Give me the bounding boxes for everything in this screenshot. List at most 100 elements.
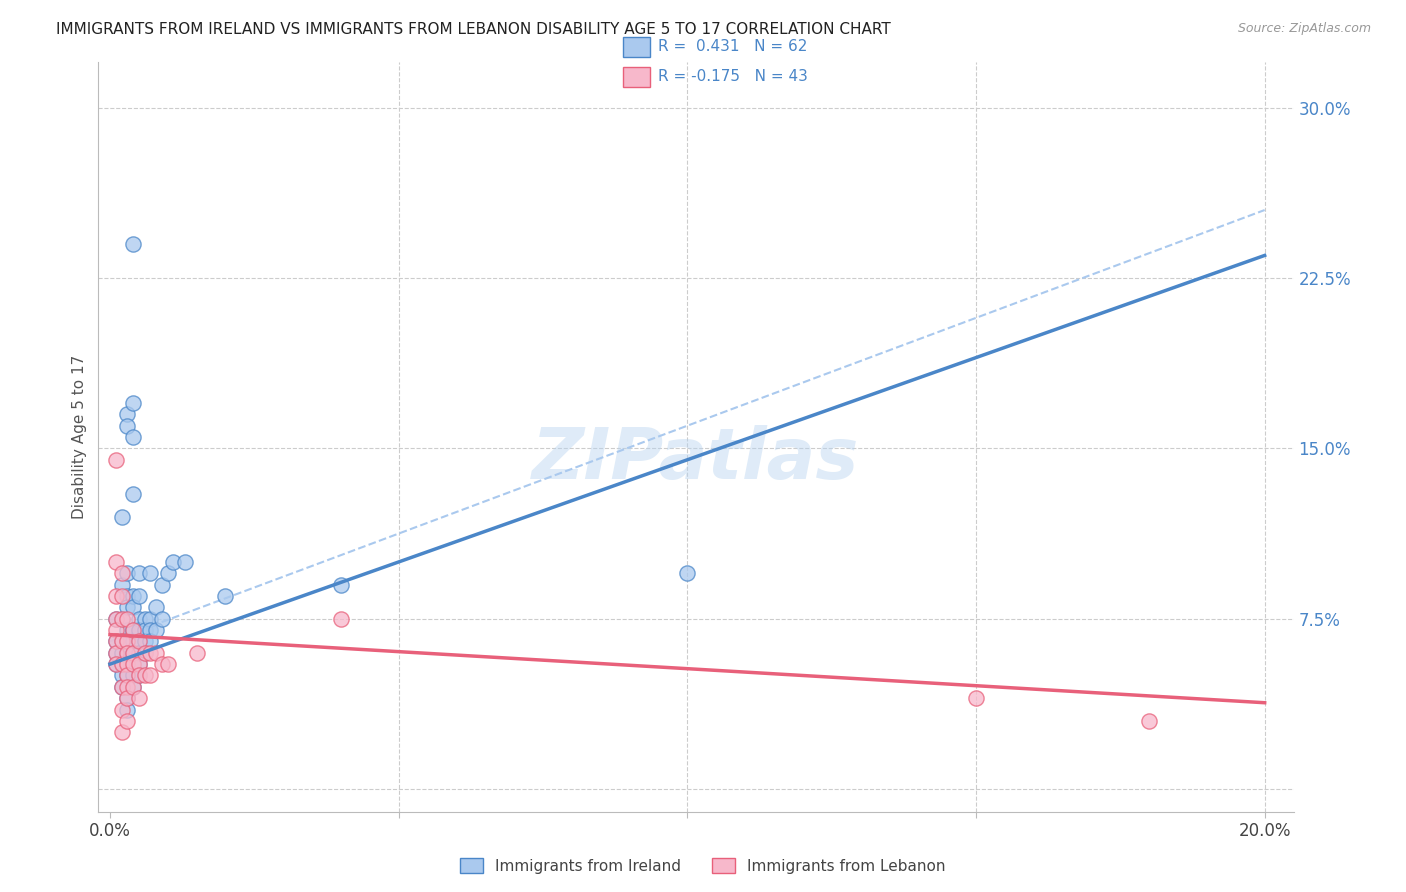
Point <box>122 646 145 660</box>
Point <box>117 646 139 660</box>
Point <box>122 237 145 252</box>
Point <box>128 668 150 682</box>
Point <box>117 646 139 660</box>
Point <box>110 577 132 591</box>
Point <box>150 612 173 626</box>
Point <box>128 634 150 648</box>
Point <box>110 646 132 660</box>
Point <box>104 555 127 569</box>
Point <box>110 657 132 672</box>
Point <box>117 714 139 728</box>
Point <box>104 634 127 648</box>
Point <box>117 623 139 637</box>
Point <box>122 589 145 603</box>
Point <box>139 668 162 682</box>
Point <box>134 612 156 626</box>
Text: ZIPatlas: ZIPatlas <box>533 425 859 494</box>
Point <box>122 396 145 410</box>
Point <box>110 680 132 694</box>
Point <box>110 657 132 672</box>
Point <box>676 566 699 581</box>
Point <box>1137 714 1160 728</box>
Point <box>104 646 127 660</box>
Point <box>128 623 150 637</box>
Point <box>117 408 139 422</box>
Text: IMMIGRANTS FROM IRELAND VS IMMIGRANTS FROM LEBANON DISABILITY AGE 5 TO 17 CORREL: IMMIGRANTS FROM IRELAND VS IMMIGRANTS FR… <box>56 22 891 37</box>
FancyBboxPatch shape <box>623 67 650 87</box>
Point <box>186 646 208 660</box>
Point <box>965 691 987 706</box>
Point <box>128 566 150 581</box>
Text: R =  0.431   N = 62: R = 0.431 N = 62 <box>658 39 807 54</box>
Point <box>122 634 145 648</box>
Point <box>110 566 132 581</box>
Text: R = -0.175   N = 43: R = -0.175 N = 43 <box>658 70 808 85</box>
Legend: Immigrants from Ireland, Immigrants from Lebanon: Immigrants from Ireland, Immigrants from… <box>454 852 952 880</box>
Point <box>110 668 132 682</box>
Point <box>122 430 145 444</box>
Point <box>145 623 167 637</box>
Point <box>122 487 145 501</box>
Point <box>139 634 162 648</box>
Point <box>104 589 127 603</box>
Point <box>117 702 139 716</box>
Point <box>104 612 127 626</box>
Point <box>122 657 145 672</box>
Point <box>110 589 132 603</box>
Point <box>117 668 139 682</box>
Point <box>139 646 162 660</box>
Point <box>150 657 173 672</box>
Point <box>104 657 127 672</box>
Point <box>150 577 173 591</box>
Point <box>117 657 139 672</box>
Point <box>117 634 139 648</box>
Point <box>117 634 139 648</box>
Point <box>110 612 132 626</box>
Point <box>128 691 150 706</box>
Point <box>145 646 167 660</box>
Point <box>134 634 156 648</box>
Point <box>134 646 156 660</box>
Point <box>122 680 145 694</box>
Point <box>104 612 127 626</box>
Point <box>128 657 150 672</box>
Text: Source: ZipAtlas.com: Source: ZipAtlas.com <box>1237 22 1371 36</box>
FancyBboxPatch shape <box>623 37 650 57</box>
Point <box>329 612 352 626</box>
Point <box>128 657 150 672</box>
Point <box>104 634 127 648</box>
Point <box>117 612 139 626</box>
Point <box>134 623 156 637</box>
Point <box>139 623 162 637</box>
Point <box>117 657 139 672</box>
Point <box>122 668 145 682</box>
Point <box>329 577 352 591</box>
Point <box>110 509 132 524</box>
Point <box>122 600 145 615</box>
Point <box>117 680 139 694</box>
Point <box>128 634 150 648</box>
Point <box>117 418 139 433</box>
Point <box>162 555 184 569</box>
Point <box>122 680 145 694</box>
Point <box>104 646 127 660</box>
Point <box>128 612 150 626</box>
Point <box>104 657 127 672</box>
Point <box>145 600 167 615</box>
Point <box>122 657 145 672</box>
Point <box>156 566 179 581</box>
Point <box>134 646 156 660</box>
Point <box>117 691 139 706</box>
Point <box>117 600 139 615</box>
Y-axis label: Disability Age 5 to 17: Disability Age 5 to 17 <box>72 355 87 519</box>
Point <box>117 566 139 581</box>
Point <box>110 702 132 716</box>
Point <box>134 668 156 682</box>
Point <box>139 612 162 626</box>
Point <box>110 634 132 648</box>
Point <box>122 623 145 637</box>
Point <box>128 589 150 603</box>
Point <box>156 657 179 672</box>
Point <box>110 680 132 694</box>
Point <box>128 668 150 682</box>
